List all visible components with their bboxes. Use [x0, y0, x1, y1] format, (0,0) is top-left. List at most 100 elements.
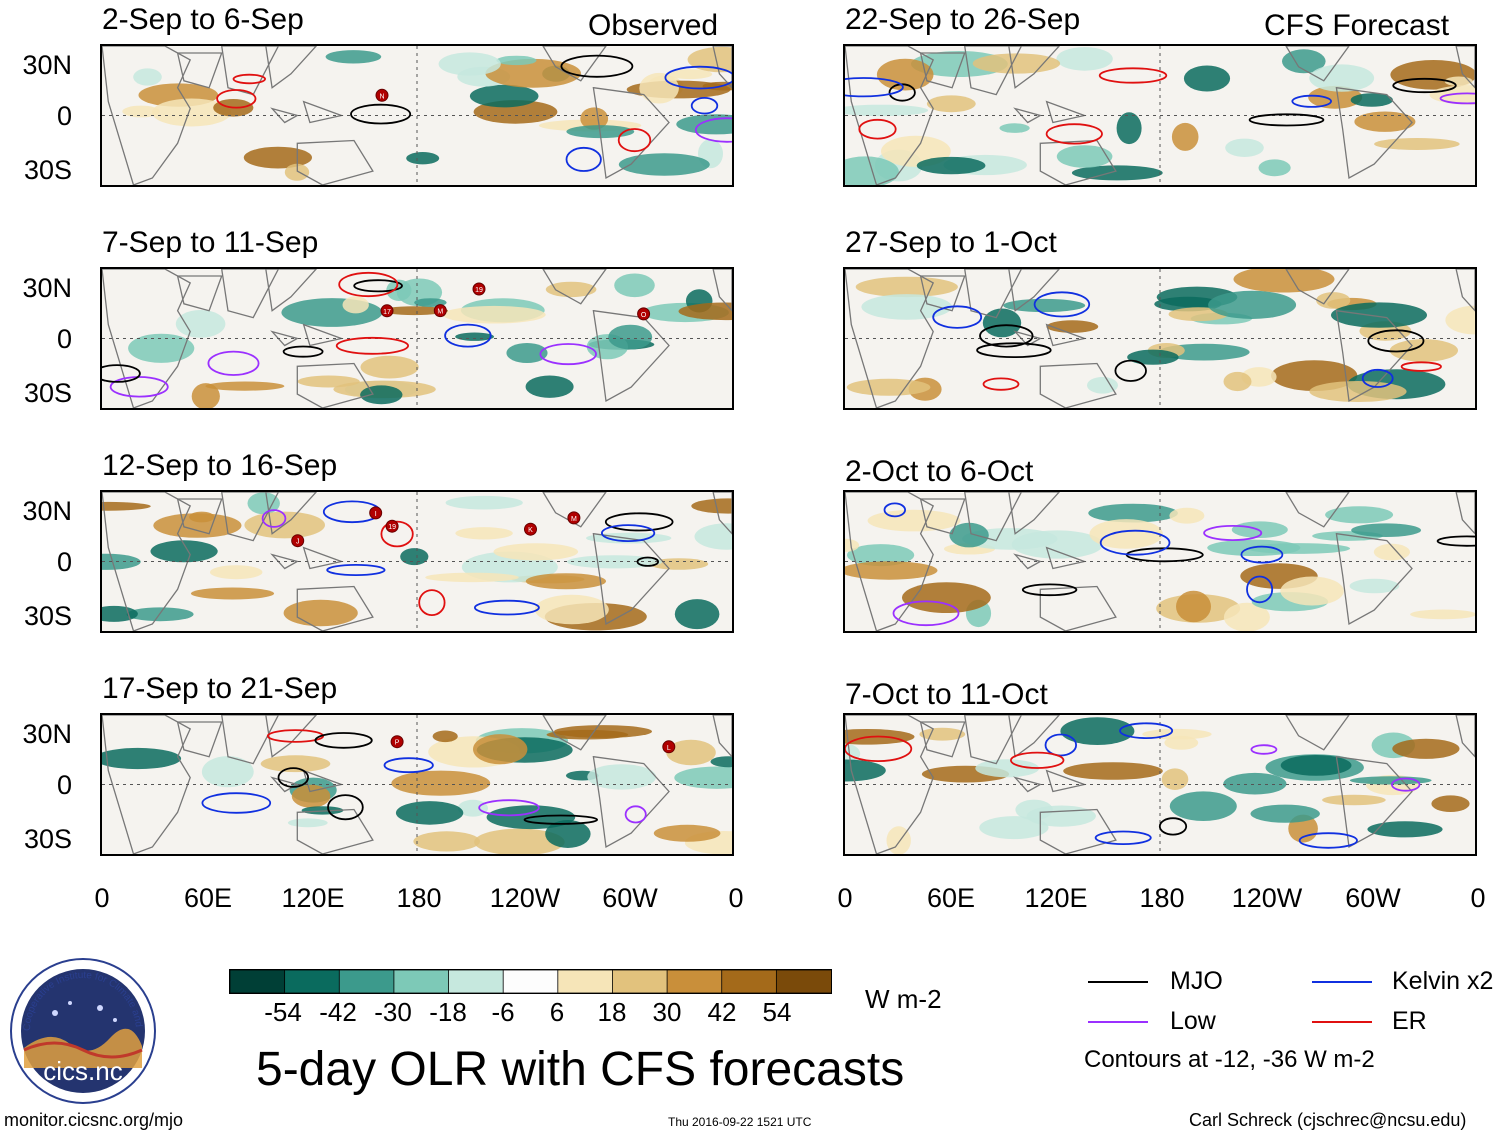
coastline: [712, 46, 732, 89]
olr-anomaly-blob: [1250, 804, 1320, 823]
olr-anomaly-blob: [926, 95, 976, 113]
colorbar-swatch: [721, 969, 778, 994]
coastline: [1285, 46, 1350, 82]
olr-anomaly-blob: [455, 527, 513, 540]
filter-contour: [1298, 832, 1358, 849]
colorbar-swatch: [612, 969, 668, 994]
olr-anomaly-blob: [667, 69, 713, 80]
olr-anomaly-blob: [1208, 290, 1297, 319]
olr-anomaly-blob: [360, 385, 403, 405]
olr-anomaly-blob: [1392, 738, 1460, 759]
olr-anomaly-blob: [845, 759, 886, 782]
olr-anomaly-blob: [674, 599, 720, 630]
colorbar-swatch: [284, 969, 341, 994]
olr-anomaly-blob: [1088, 503, 1178, 523]
olr-anomaly-blob: [525, 573, 606, 590]
olr-anomaly-blob: [380, 306, 449, 316]
lon-label-180: 180: [1139, 883, 1185, 913]
map-forecast-2: [843, 267, 1477, 410]
olr-anomaly-blob: [1225, 138, 1264, 157]
filter-contour: [932, 305, 983, 329]
lat-label-30n: 30N: [22, 719, 72, 749]
olr-anomaly-blob: [1060, 717, 1135, 745]
coastline: [265, 269, 318, 312]
olr-anomaly-blob: [554, 725, 652, 738]
legend-label-er: ER: [1392, 1007, 1427, 1035]
storm-marker-icon: [291, 534, 305, 548]
lon-label-0: 0: [837, 883, 853, 913]
colorbar-label: 42: [707, 997, 737, 1027]
lat-label-eq: 0: [56, 101, 72, 131]
colorbar-swatch: [338, 969, 395, 994]
olr-anomaly-blob: [445, 495, 523, 510]
olr-anomaly-blob: [201, 756, 254, 788]
filter-contour: [1400, 361, 1442, 372]
footer-url[interactable]: monitor.cicsnc.org/mjo: [4, 1110, 184, 1130]
olr-anomaly-blob: [1176, 590, 1211, 623]
filter-contour: [1158, 817, 1188, 836]
coastline: [964, 715, 1023, 765]
storm-marker-icon: [369, 506, 383, 520]
olr-anomaly-blob: [122, 105, 160, 118]
olr-anomaly-blob: [175, 310, 226, 338]
storm-label: M: [437, 309, 443, 316]
filter-contour: [444, 323, 492, 348]
olr-anomaly-blob: [1331, 302, 1427, 328]
storm-marker-icon: [385, 519, 399, 533]
coastline: [919, 721, 966, 758]
filter-contour: [1246, 575, 1274, 604]
coastline: [296, 139, 374, 185]
filter-contour: [282, 345, 324, 358]
storm-label: K: [528, 527, 533, 534]
coastline: [102, 715, 192, 854]
coastline: [1039, 362, 1117, 408]
colorbar-swatch: [775, 969, 832, 994]
colorbar-label: 54: [762, 997, 792, 1027]
colorbar-swatch: [393, 969, 450, 994]
coastline: [302, 323, 344, 347]
olr-anomaly-blob: [1056, 47, 1113, 71]
olr-anomaly-blob: [1316, 292, 1351, 309]
coastline: [1285, 269, 1350, 305]
storm-label: O: [641, 312, 647, 319]
storm-label: J: [296, 539, 300, 546]
legend-label-mjo: MJO: [1170, 967, 1223, 995]
coastline: [221, 269, 280, 319]
filter-contour: [383, 757, 434, 774]
olr-anomaly-blob: [400, 548, 429, 566]
lon-label-60e: 60E: [926, 883, 976, 913]
map-observed-3: 19 M J I K: [100, 490, 734, 633]
olr-anomaly-blob: [1087, 377, 1118, 394]
filter-contour: [565, 146, 602, 172]
panel-title-obs-4: 17-Sep to 21-Sep: [102, 672, 338, 705]
olr-anomaly-blob: [525, 375, 574, 398]
coastline: [265, 46, 318, 89]
colorbar-label: -30: [374, 997, 412, 1027]
olr-anomaly-blob: [876, 58, 934, 91]
olr-anomaly-blob: [150, 540, 218, 563]
coastline: [1039, 585, 1117, 631]
coastline: [542, 715, 607, 751]
colorbar-label: 30: [652, 997, 682, 1027]
filter-contour: [1009, 751, 1065, 769]
filter-contour: [1044, 733, 1078, 757]
filter-contour: [338, 271, 399, 298]
olr-anomaly-blob: [493, 543, 579, 561]
olr-anomaly-blob: [618, 153, 710, 176]
footer-timestamp: Thu 2016-09-22 1521 UTC: [668, 1115, 812, 1129]
colorbar: [229, 969, 832, 994]
lat-label-30s: 30S: [23, 155, 72, 185]
filter-contour: [1391, 777, 1421, 792]
olr-anomaly-blob: [587, 764, 657, 790]
lon-label-60w: 60W: [1345, 883, 1401, 913]
coastline: [592, 532, 670, 626]
filter-contour: [1114, 359, 1147, 382]
map-observed-1: N: [100, 44, 734, 187]
forecast-label: CFS Forecast: [1264, 9, 1450, 42]
olr-anomaly-blob: [1089, 519, 1163, 549]
olr-anomaly-blob: [485, 58, 581, 88]
colorbar-swatch: [229, 969, 286, 994]
lat-label-30s: 30S: [23, 824, 72, 854]
storm-label: M: [571, 516, 577, 523]
olr-anomaly-blob: [406, 152, 440, 165]
